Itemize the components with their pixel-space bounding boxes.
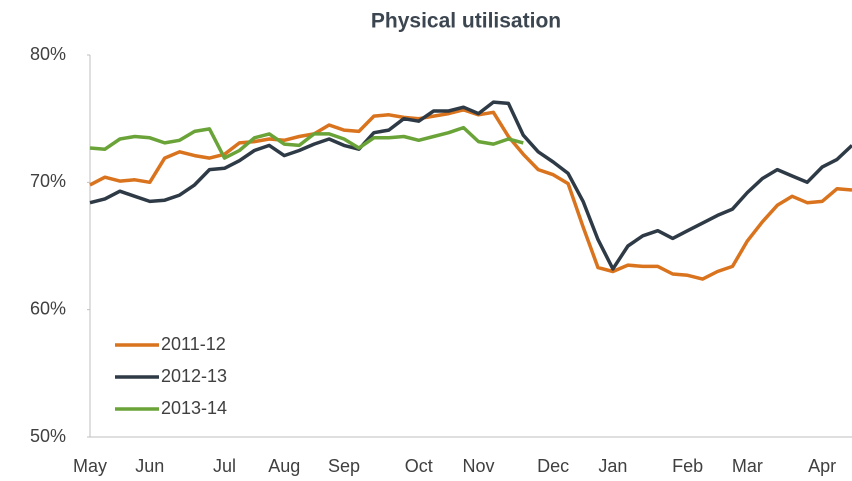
- series-line: [89, 100, 852, 271]
- chart-title: Physical utilisation: [371, 10, 561, 33]
- x-tick-label: Nov: [462, 456, 494, 476]
- x-tick-label: May: [73, 456, 107, 476]
- x-tick-label: Feb: [672, 456, 703, 476]
- legend-label: 2012-13: [161, 366, 227, 386]
- x-tick-label: Oct: [405, 456, 433, 476]
- y-tick-label: 60%: [30, 298, 66, 318]
- x-tick-label: Aug: [268, 456, 300, 476]
- x-tick-label: Apr: [808, 456, 836, 476]
- y-tick-label: 50%: [30, 426, 66, 446]
- x-tick-label: Jun: [135, 456, 164, 476]
- legend-label: 2013-14: [161, 398, 227, 418]
- x-tick-label: Jul: [213, 456, 236, 476]
- x-tick-label: Dec: [537, 456, 569, 476]
- y-tick-label: 80%: [30, 44, 66, 64]
- x-tick-label: Sep: [328, 456, 360, 476]
- legend-label: 2011-12: [161, 334, 226, 354]
- series-line: [89, 125, 524, 160]
- x-tick-label: Jan: [598, 456, 627, 476]
- x-tick-label: Mar: [732, 456, 763, 476]
- y-tick-label: 70%: [30, 171, 66, 191]
